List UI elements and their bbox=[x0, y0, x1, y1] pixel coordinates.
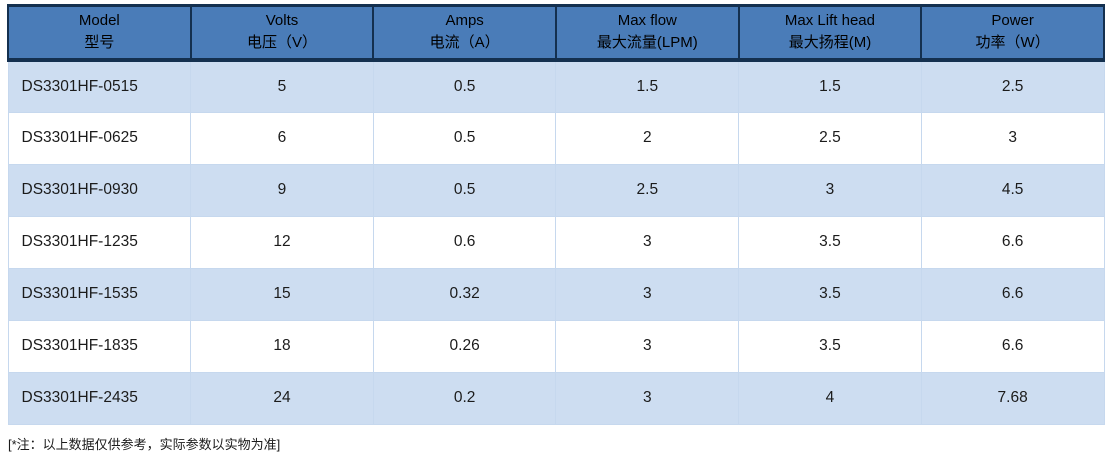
column-header-model-zh: 型号 bbox=[84, 34, 115, 51]
column-header-max-lift-head-en: Max Lift head bbox=[784, 12, 875, 29]
cell-max-lift-head: 3.5 bbox=[738, 267, 922, 321]
table-row: DS3301HF-0625 6 0.5 2 2.5 3 bbox=[7, 111, 1105, 165]
table-row: DS3301HF-1835 18 0.26 3 3.5 6.6 bbox=[7, 319, 1105, 373]
column-header-max-flow-zh: 最大流量(LPM) bbox=[596, 34, 698, 51]
cell-max-flow: 3 bbox=[555, 371, 740, 425]
cell-power: 7.68 bbox=[920, 371, 1105, 425]
cell-power: 6.6 bbox=[920, 319, 1105, 373]
column-header-volts-zh: 电压（V） bbox=[246, 34, 317, 51]
pump-spec-table: Model 型号 Volts 电压（V） Amps 电流（A） Max flow… bbox=[7, 4, 1105, 425]
cell-volts: 24 bbox=[190, 371, 374, 425]
table-row: DS3301HF-2435 24 0.2 3 4 7.68 bbox=[7, 371, 1105, 425]
cell-max-flow: 3 bbox=[555, 215, 740, 269]
cell-volts: 15 bbox=[190, 267, 374, 321]
column-header-model-en: Model bbox=[78, 12, 120, 29]
cell-model: DS3301HF-0625 bbox=[7, 111, 192, 165]
column-header-amps-zh: 电流（A） bbox=[429, 34, 500, 51]
column-header-amps: Amps 电流（A） bbox=[372, 4, 557, 62]
cell-max-lift-head: 2.5 bbox=[738, 111, 922, 165]
table-header: Model 型号 Volts 电压（V） Amps 电流（A） Max flow… bbox=[7, 4, 1105, 62]
cell-amps: 0.26 bbox=[372, 319, 557, 373]
cell-volts: 5 bbox=[190, 59, 374, 113]
cell-volts: 18 bbox=[190, 319, 374, 373]
table-row: DS3301HF-0930 9 0.5 2.5 3 4.5 bbox=[7, 163, 1105, 217]
cell-power: 2.5 bbox=[920, 59, 1105, 113]
column-header-max-lift-head-zh: 最大扬程(M) bbox=[788, 34, 872, 51]
cell-amps: 0.2 bbox=[372, 371, 557, 425]
header-row: Model 型号 Volts 电压（V） Amps 电流（A） Max flow… bbox=[7, 4, 1105, 62]
cell-max-lift-head: 3.5 bbox=[738, 215, 922, 269]
cell-volts: 12 bbox=[190, 215, 374, 269]
cell-model: DS3301HF-0515 bbox=[7, 59, 192, 113]
cell-max-flow: 3 bbox=[555, 267, 740, 321]
cell-max-lift-head: 3.5 bbox=[738, 319, 922, 373]
cell-max-lift-head: 1.5 bbox=[738, 59, 922, 113]
cell-amps: 0.5 bbox=[372, 111, 557, 165]
column-header-power-zh: 功率（W） bbox=[975, 34, 1050, 51]
cell-power: 6.6 bbox=[920, 215, 1105, 269]
cell-model: DS3301HF-1235 bbox=[7, 215, 192, 269]
cell-max-flow: 2.5 bbox=[555, 163, 740, 217]
cell-amps: 0.5 bbox=[372, 163, 557, 217]
column-header-max-flow: Max flow 最大流量(LPM) bbox=[554, 4, 740, 62]
cell-max-lift-head: 4 bbox=[738, 371, 922, 425]
cell-model: DS3301HF-1835 bbox=[7, 319, 192, 373]
cell-amps: 0.6 bbox=[372, 215, 557, 269]
cell-amps: 0.5 bbox=[372, 59, 557, 113]
column-header-model: Model 型号 bbox=[7, 4, 192, 62]
table-row: DS3301HF-1235 12 0.6 3 3.5 6.6 bbox=[7, 215, 1105, 269]
cell-max-flow: 1.5 bbox=[555, 59, 740, 113]
cell-model: DS3301HF-1535 bbox=[7, 267, 192, 321]
cell-power: 3 bbox=[920, 111, 1105, 165]
column-header-amps-en: Amps bbox=[445, 12, 484, 29]
table-row: DS3301HF-1535 15 0.32 3 3.5 6.6 bbox=[7, 267, 1105, 321]
cell-volts: 6 bbox=[190, 111, 374, 165]
cell-max-flow: 3 bbox=[555, 319, 740, 373]
cell-volts: 9 bbox=[190, 163, 374, 217]
cell-model: DS3301HF-0930 bbox=[7, 163, 192, 217]
column-header-power-en: Power bbox=[991, 12, 1034, 29]
table-body: DS3301HF-0515 5 0.5 1.5 1.5 2.5 DS3301HF… bbox=[7, 59, 1105, 425]
column-header-volts: Volts 电压（V） bbox=[189, 4, 375, 62]
column-header-max-flow-en: Max flow bbox=[617, 12, 677, 29]
column-header-volts-en: Volts bbox=[265, 12, 299, 29]
column-header-max-lift-head: Max Lift head 最大扬程(M) bbox=[737, 4, 923, 62]
cell-max-flow: 2 bbox=[555, 111, 740, 165]
column-header-power: Power 功率（W） bbox=[920, 4, 1105, 62]
footnote: [*注：以上数据仅供参考，实际参数以实物为准] bbox=[8, 436, 281, 452]
cell-model: DS3301HF-2435 bbox=[7, 371, 192, 425]
cell-amps: 0.32 bbox=[372, 267, 557, 321]
cell-power: 4.5 bbox=[920, 163, 1105, 217]
cell-power: 6.6 bbox=[920, 267, 1105, 321]
cell-max-lift-head: 3 bbox=[738, 163, 922, 217]
table-row: DS3301HF-0515 5 0.5 1.5 1.5 2.5 bbox=[7, 59, 1105, 113]
